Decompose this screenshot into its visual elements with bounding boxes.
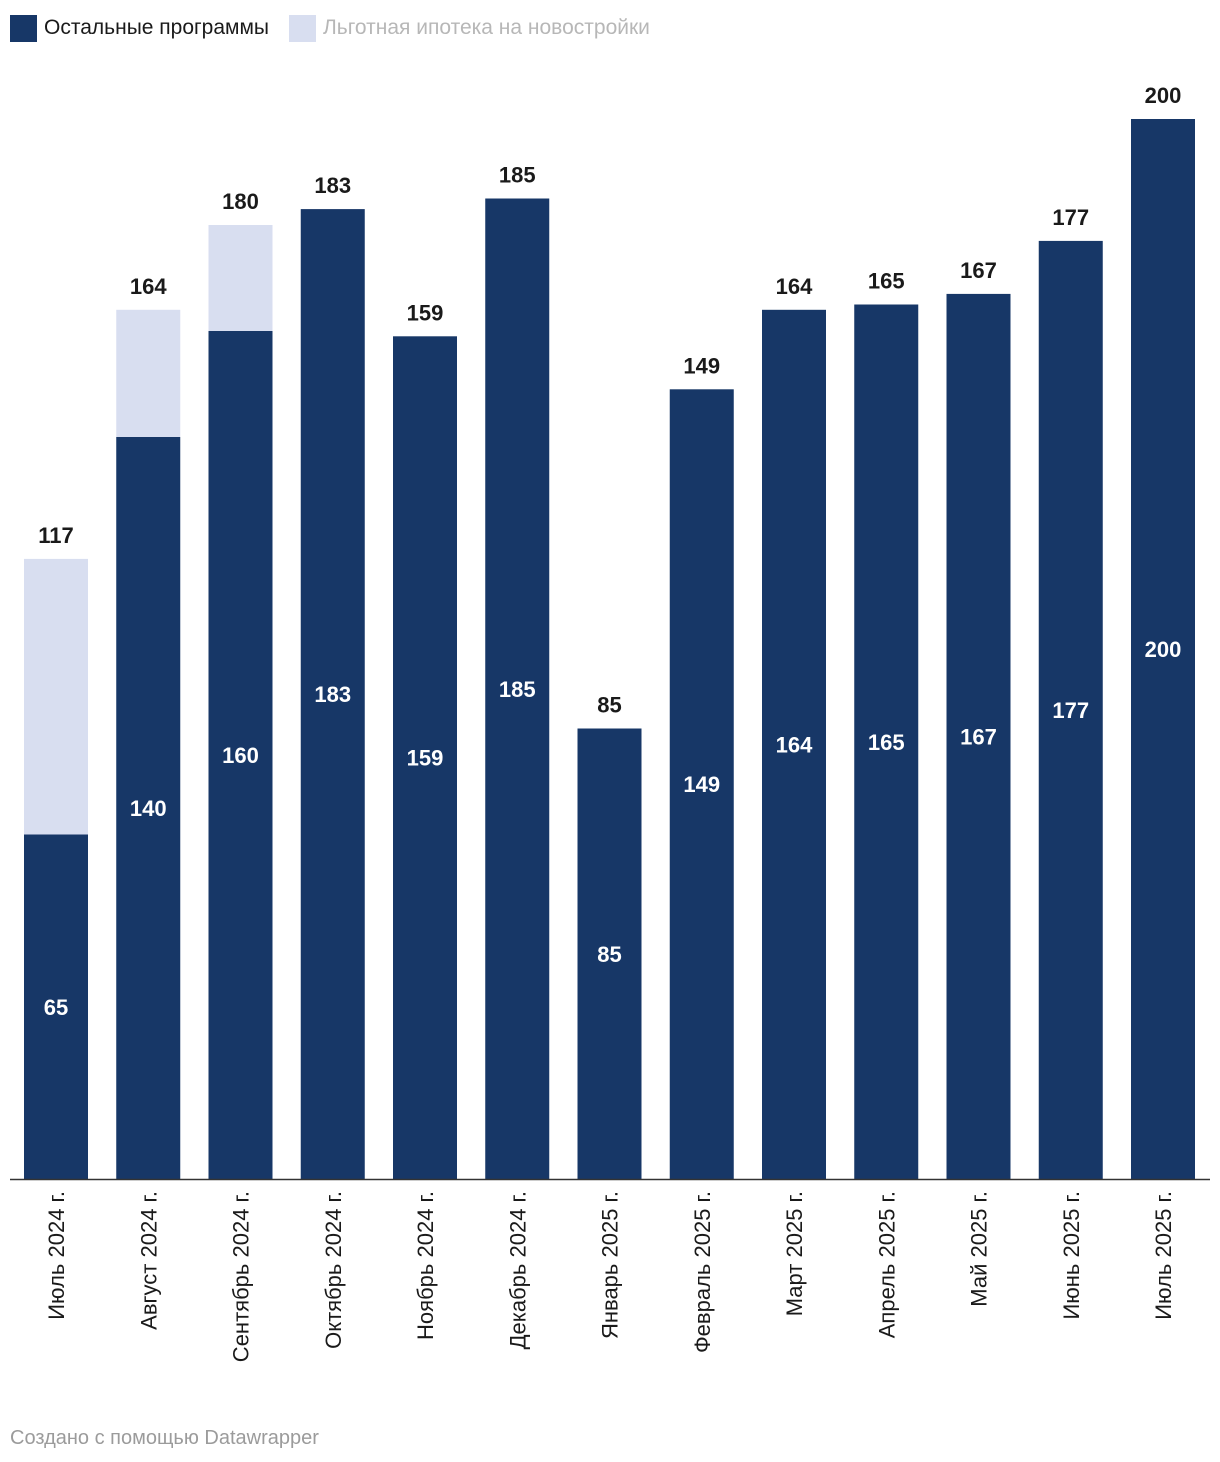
data-label-total: 149 [683,353,720,378]
bar-segment-other-programs[interactable] [208,331,273,1179]
bar-segment-other-programs[interactable] [393,336,457,1179]
data-label-inner: 140 [130,796,167,821]
data-label-total: 167 [960,258,997,283]
data-label-total: 183 [314,173,351,198]
data-label-total: 85 [597,693,621,718]
data-label-total: 164 [776,274,813,299]
legend-label: Остальные программы [44,16,270,39]
bar-segment-other-programs[interactable] [854,304,919,1180]
bar-segment-other-programs[interactable] [1038,240,1103,1179]
bar-segment-other-programs[interactable] [24,834,88,1180]
x-tick-label: Апрель 2025 г. [874,1191,899,1338]
data-label-inner: 165 [868,730,905,755]
data-label-total: 180 [222,189,259,214]
chart-legend: Остальные программы Льготная ипотека на н… [10,14,650,42]
data-label-inner: 65 [44,995,68,1020]
data-label-inner: 200 [1145,637,1182,662]
x-tick-label: Сентябрь 2024 г. [229,1191,254,1362]
bar-segment-other-programs[interactable] [1131,119,1195,1179]
bar-segment-other-programs[interactable] [669,389,734,1179]
bar-segment-preferential-mortgage[interactable] [116,309,181,437]
legend-item-0: Остальные программы [10,14,270,42]
bar-segment-preferential-mortgage[interactable] [208,225,273,331]
x-tick-label: Июль 2024 г. [44,1191,69,1320]
data-label-inner: 167 [960,724,997,749]
bar-segment-other-programs[interactable] [485,198,550,1180]
data-label-total: 177 [1052,205,1089,230]
bar-segment-other-programs[interactable] [116,437,181,1179]
legend-label: Льготная ипотека на новостройки [323,16,650,39]
x-tick-label: Июль 2025 г. [1151,1191,1176,1320]
x-tick-label: Август 2024 г. [136,1191,161,1330]
data-label-inner: 160 [222,743,259,768]
bar-segment-other-programs[interactable] [946,293,1011,1179]
data-label-total: 185 [499,163,536,188]
legend-swatch [10,14,37,42]
data-label-inner: 164 [776,732,813,757]
bar-segment-other-programs[interactable] [577,728,642,1180]
x-tick-label: Ноябрь 2024 г. [413,1191,438,1340]
data-label-inner: 183 [314,682,351,707]
bar-segment-other-programs[interactable] [762,309,826,1179]
x-tick-label: Февраль 2025 г. [690,1191,715,1353]
data-label-total: 165 [868,269,905,294]
bar-segment-other-programs[interactable] [300,209,365,1180]
data-label-inner: 159 [407,746,444,771]
data-label-inner: 185 [499,677,536,702]
x-tick-label: Май 2025 г. [967,1191,992,1307]
data-label-total: 164 [130,274,167,299]
x-tick-label: Октябрь 2024 г. [321,1191,346,1349]
data-label-inner: 149 [683,772,720,797]
x-tick-label: Март 2025 г. [782,1191,807,1316]
data-label-inner: 85 [597,942,621,967]
data-label-total: 200 [1145,83,1182,108]
x-tick-label: Июнь 2025 г. [1059,1191,1084,1320]
data-label-inner: 177 [1052,698,1089,723]
footer-credit[interactable]: Создано с помощью Datawrapper [10,1427,319,1449]
data-label-total: 117 [38,523,74,548]
x-tick-label: Декабрь 2024 г. [505,1191,530,1349]
legend-swatch [289,14,317,42]
data-label-total: 159 [407,300,444,325]
bar-segment-preferential-mortgage[interactable] [24,558,88,835]
legend-item-1: Льготная ипотека на новостройки [289,14,650,42]
x-tick-label: Январь 2025 г. [598,1191,623,1339]
